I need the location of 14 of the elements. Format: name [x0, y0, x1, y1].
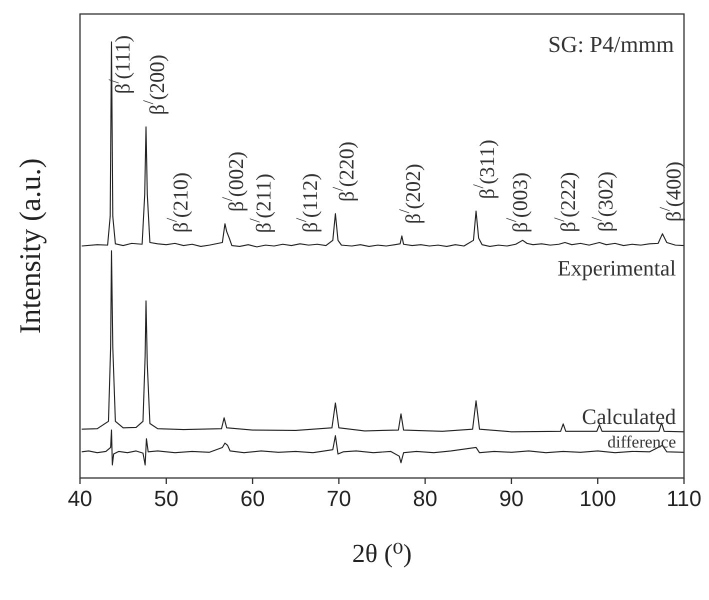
x-tick-label: 50	[154, 486, 179, 511]
series-label: difference	[607, 432, 676, 452]
x-axis-title: 2θ (⁰)	[352, 539, 412, 568]
series-label: Calculated	[582, 404, 676, 429]
x-tick-label: 100	[579, 486, 616, 511]
x-tick-label: 110	[666, 486, 702, 511]
series-label: Experimental	[557, 256, 676, 281]
x-tick-label: 60	[240, 486, 265, 511]
annotation: SG: P4/mmm	[548, 32, 674, 57]
x-tick-label: 40	[68, 486, 92, 511]
x-tick-label: 80	[412, 486, 438, 511]
x-tick-label: 90	[499, 486, 524, 511]
y-axis-title: Intensity (a.u.)	[14, 158, 47, 334]
x-tick-label: 70	[326, 486, 352, 511]
